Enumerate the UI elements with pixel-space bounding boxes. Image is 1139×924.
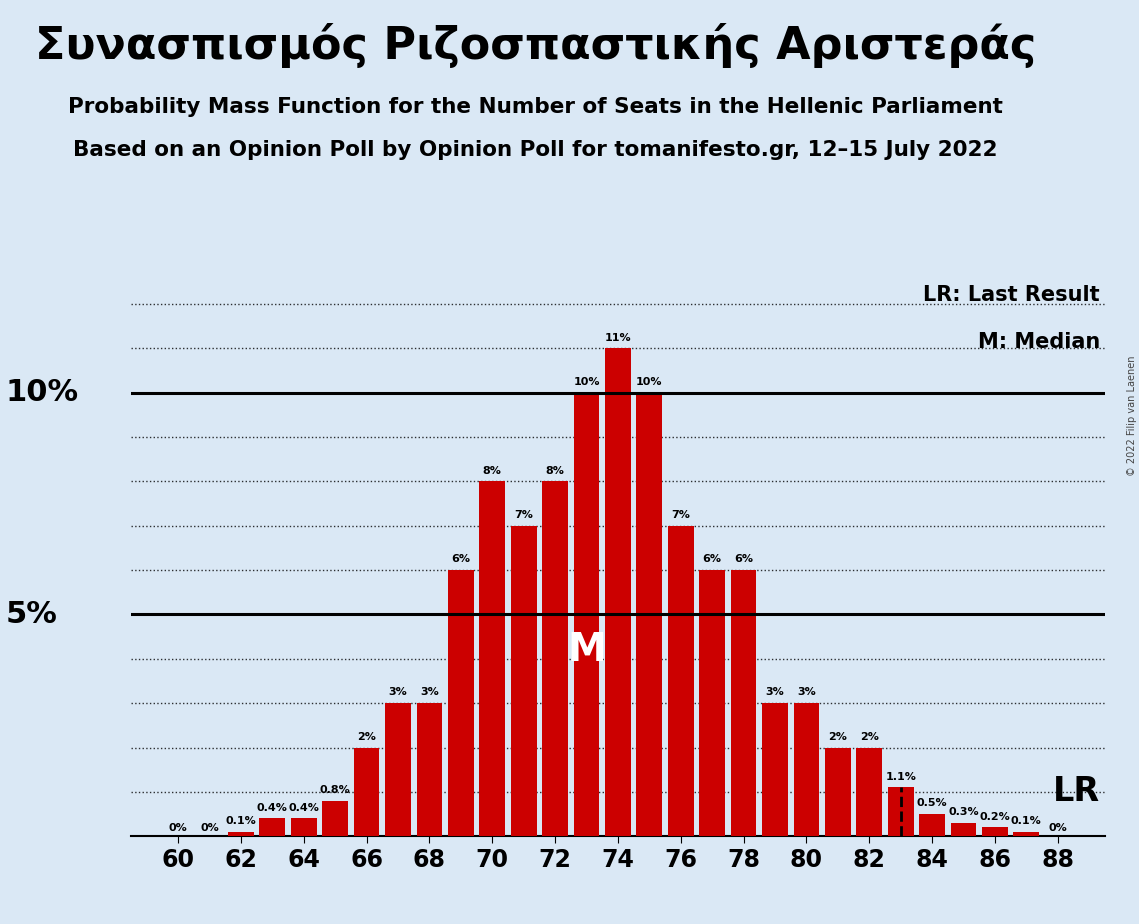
Text: 0.5%: 0.5% [917,798,948,808]
Bar [542,481,568,836]
Text: M: Median: M: Median [977,332,1100,352]
Text: 10%: 10% [636,377,663,387]
Text: 7%: 7% [514,510,533,520]
Text: 0.8%: 0.8% [320,785,351,795]
Text: Based on an Opinion Poll by Opinion Poll for tomanifesto.gr, 12–15 July 2022: Based on an Opinion Poll by Opinion Poll… [73,140,998,161]
Bar [825,748,851,836]
Text: 0%: 0% [1048,822,1067,833]
Text: 11%: 11% [605,333,631,343]
Text: 1.1%: 1.1% [885,772,916,782]
Text: 0.1%: 0.1% [1011,816,1042,826]
Bar [919,814,945,836]
Bar [448,570,474,836]
Text: 6%: 6% [451,554,470,565]
Bar [510,526,536,836]
Bar [951,823,976,836]
Text: 8%: 8% [483,466,501,476]
Text: 0.3%: 0.3% [948,808,978,817]
Text: 0%: 0% [169,822,188,833]
Text: 0.1%: 0.1% [226,816,256,826]
Bar [762,703,788,836]
Text: 6%: 6% [734,554,753,565]
Text: 3%: 3% [765,687,785,698]
Text: 10%: 10% [573,377,600,387]
Text: 0.4%: 0.4% [288,803,319,813]
Bar [260,819,285,836]
Text: 2%: 2% [860,732,878,742]
Bar [417,703,442,836]
Text: 6%: 6% [703,554,722,565]
Text: 7%: 7% [671,510,690,520]
Bar [480,481,505,836]
Bar [731,570,756,836]
Text: Συνασπισμός Ριζοσπαστικής Αριστεράς: Συνασπισμός Ριζοσπαστικής Αριστεράς [34,23,1036,68]
Bar [290,819,317,836]
Bar [1014,832,1039,836]
Bar [699,570,726,836]
Bar [574,393,599,836]
Bar [667,526,694,836]
Text: 0.2%: 0.2% [980,811,1010,821]
Bar [605,348,631,836]
Text: 0%: 0% [200,822,219,833]
Text: 3%: 3% [797,687,816,698]
Bar [794,703,819,836]
Text: 5%: 5% [6,600,58,629]
Text: 10%: 10% [6,378,79,407]
Bar [354,748,379,836]
Bar [228,832,254,836]
Bar [637,393,662,836]
Text: 8%: 8% [546,466,565,476]
Bar [887,787,913,836]
Bar [982,827,1008,836]
Text: 2%: 2% [358,732,376,742]
Text: LR: LR [1052,775,1100,808]
Text: 2%: 2% [828,732,847,742]
Text: 0.4%: 0.4% [257,803,288,813]
Bar [322,801,349,836]
Bar [385,703,411,836]
Text: LR: Last Result: LR: Last Result [924,285,1100,305]
Text: 3%: 3% [420,687,439,698]
Bar [857,748,882,836]
Text: 3%: 3% [388,687,408,698]
Text: © 2022 Filip van Laenen: © 2022 Filip van Laenen [1126,356,1137,476]
Text: M: M [567,631,606,669]
Text: Probability Mass Function for the Number of Seats in the Hellenic Parliament: Probability Mass Function for the Number… [68,97,1002,117]
